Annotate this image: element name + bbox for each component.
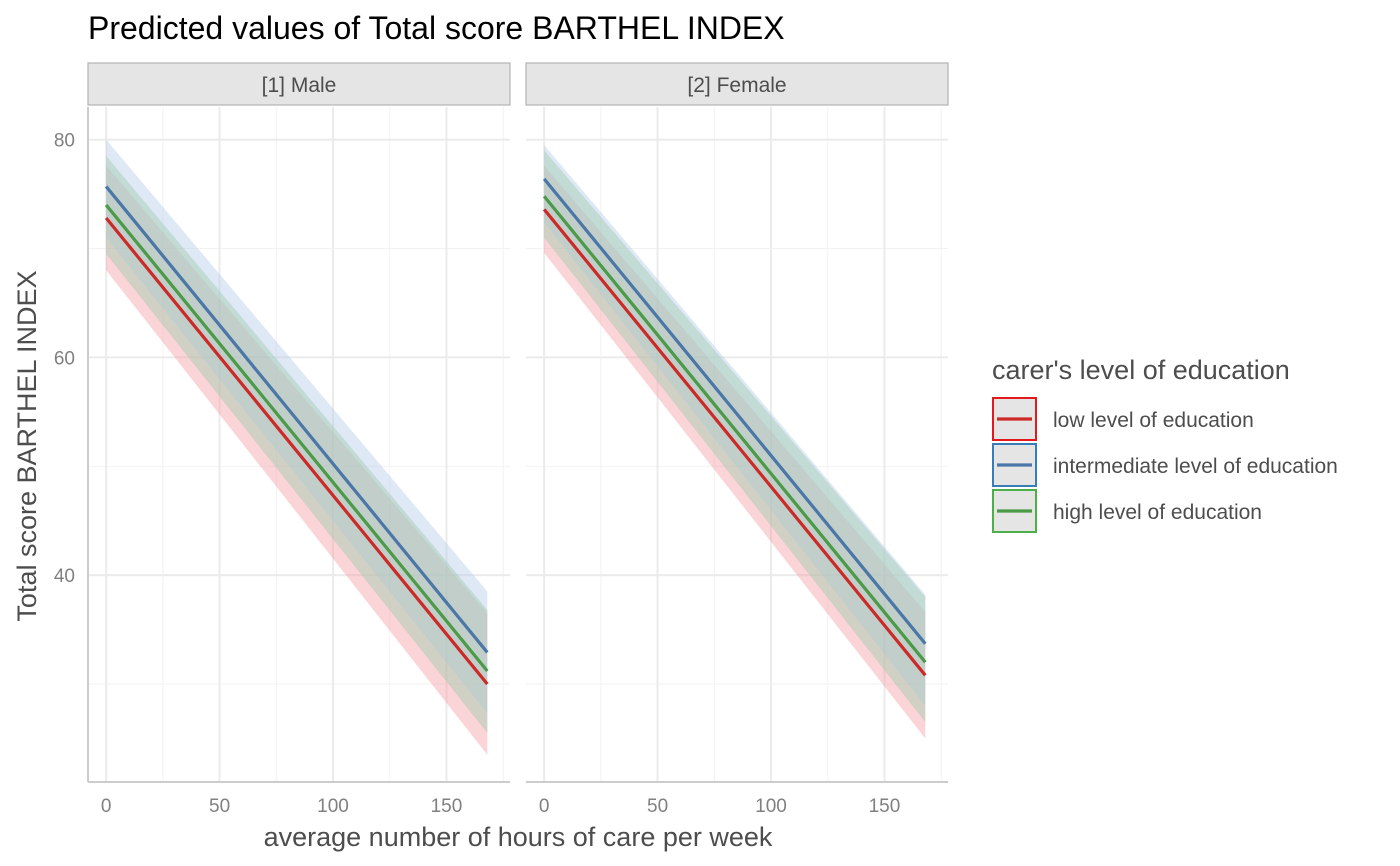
x-tick-label: 150 <box>431 796 463 817</box>
series-line-3 <box>104 203 489 672</box>
legend-item: intermediate level of education <box>992 443 1338 487</box>
y-axis-title: Total score BARTHEL INDEX <box>12 270 42 621</box>
facet-strip <box>87 62 511 106</box>
ci-ribbon-2 <box>544 145 926 706</box>
series-line-2 <box>104 185 489 654</box>
y-tick-label: 40 <box>54 566 75 587</box>
facet-strip <box>525 62 949 106</box>
series-line-1 <box>542 208 927 677</box>
legend-title: carer's level of education <box>992 355 1290 385</box>
x-tick-label: 50 <box>209 796 230 817</box>
y-tick-label: 60 <box>54 348 75 369</box>
panel-2: [2] Female 0 50 100 150 <box>525 62 949 817</box>
legend-label: high level of education <box>1053 501 1262 524</box>
ci-ribbon-1 <box>106 165 488 755</box>
x-tick-label: 150 <box>869 796 901 817</box>
legend-item: low level of education <box>992 397 1254 441</box>
x-tick-label: 0 <box>539 796 550 817</box>
x-tick-label: 100 <box>755 796 787 817</box>
chart-title: Predicted values of Total score BARTHEL … <box>88 10 785 46</box>
ci-ribbon-3 <box>106 155 488 734</box>
legend-label: intermediate level of education <box>1053 455 1338 478</box>
legend-label: low level of education <box>1053 409 1254 432</box>
x-tick-label: 0 <box>101 796 112 817</box>
series-line-2 <box>542 177 927 645</box>
facet-strip-label: [1] Male <box>262 74 337 97</box>
x-tick-label: 100 <box>317 796 349 817</box>
x-tick-label: 50 <box>647 796 668 817</box>
series-line-1 <box>104 217 489 686</box>
facet-strip-label: [2] Female <box>687 74 786 97</box>
y-tick-label: 80 <box>54 131 75 152</box>
legend: carer's level of education low level of … <box>992 355 1338 533</box>
legend-item: high level of education <box>992 489 1262 533</box>
panels: [1] Male 0 50 100 150 40 60 80 [2] Female 0 50 100 1… <box>54 62 949 817</box>
ci-ribbon-1 <box>544 165 926 739</box>
x-axis-title: average number of hours of care per week <box>264 822 773 852</box>
series-line-3 <box>542 195 927 664</box>
panel-1: [1] Male 0 50 100 150 40 60 80 <box>54 62 511 817</box>
